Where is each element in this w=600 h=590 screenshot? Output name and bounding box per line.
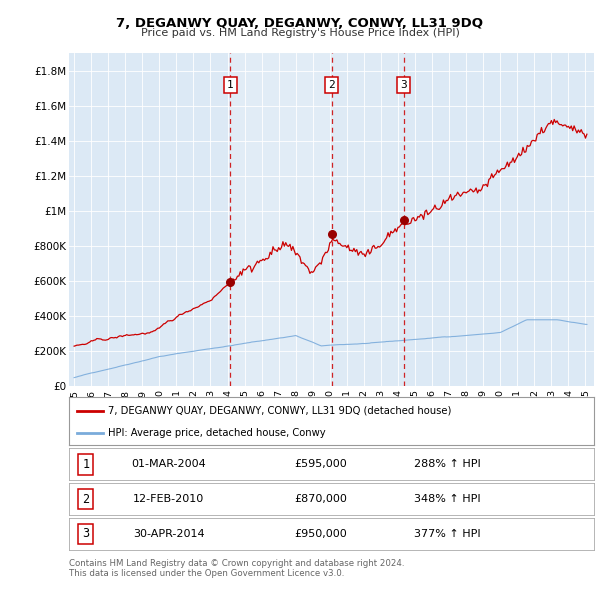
Text: 3: 3: [400, 80, 407, 90]
Text: 01-MAR-2004: 01-MAR-2004: [131, 460, 206, 469]
Bar: [230, 53, 332, 386]
Text: Price paid vs. HM Land Registry's House Price Index (HPI): Price paid vs. HM Land Registry's House …: [140, 28, 460, 38]
Text: £950,000: £950,000: [295, 529, 347, 539]
Text: 3: 3: [82, 527, 89, 540]
Text: 2: 2: [82, 493, 89, 506]
Text: £870,000: £870,000: [295, 494, 347, 504]
Text: 30-APR-2014: 30-APR-2014: [133, 529, 205, 539]
Text: 12-FEB-2010: 12-FEB-2010: [133, 494, 205, 504]
Text: HPI: Average price, detached house, Conwy: HPI: Average price, detached house, Conw…: [109, 428, 326, 438]
Text: 288% ↑ HPI: 288% ↑ HPI: [413, 460, 481, 469]
Text: 1: 1: [82, 458, 89, 471]
Text: 1: 1: [227, 80, 234, 90]
Text: 7, DEGANWY QUAY, DEGANWY, CONWY, LL31 9DQ (detached house): 7, DEGANWY QUAY, DEGANWY, CONWY, LL31 9D…: [109, 405, 452, 415]
Text: 2: 2: [328, 80, 335, 90]
Text: This data is licensed under the Open Government Licence v3.0.: This data is licensed under the Open Gov…: [69, 569, 344, 578]
Text: 377% ↑ HPI: 377% ↑ HPI: [413, 529, 481, 539]
Text: £595,000: £595,000: [295, 460, 347, 469]
Text: 7, DEGANWY QUAY, DEGANWY, CONWY, LL31 9DQ: 7, DEGANWY QUAY, DEGANWY, CONWY, LL31 9D…: [116, 17, 484, 30]
Bar: [332, 53, 404, 386]
Text: Contains HM Land Registry data © Crown copyright and database right 2024.: Contains HM Land Registry data © Crown c…: [69, 559, 404, 568]
Text: 348% ↑ HPI: 348% ↑ HPI: [413, 494, 481, 504]
